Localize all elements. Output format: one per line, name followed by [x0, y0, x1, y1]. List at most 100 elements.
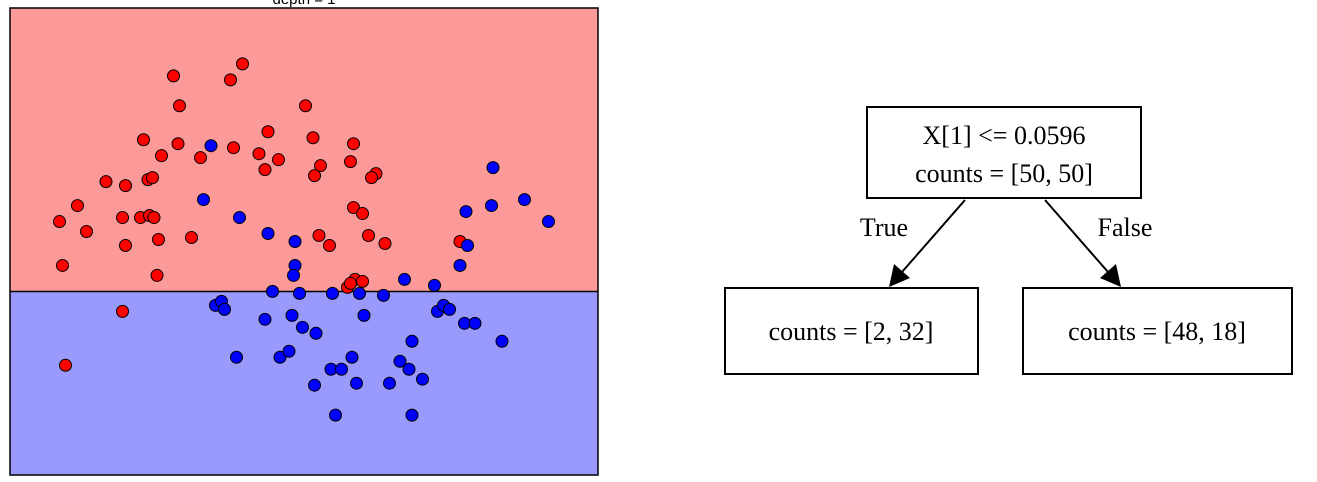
tree-edge — [901, 199, 966, 273]
point — [146, 171, 159, 185]
region — [10, 291, 598, 475]
point — [314, 159, 327, 173]
node-label: counts = [50, 50] — [915, 159, 1093, 188]
point — [287, 268, 300, 282]
point — [152, 233, 165, 247]
point — [459, 205, 473, 219]
point — [308, 378, 321, 392]
point — [353, 286, 366, 300]
point — [486, 161, 500, 175]
point — [119, 238, 132, 252]
point — [326, 286, 339, 300]
point — [273, 350, 287, 364]
point — [345, 350, 359, 364]
point — [443, 302, 456, 316]
point — [147, 211, 161, 225]
point — [344, 155, 357, 169]
point — [236, 57, 249, 71]
point — [309, 326, 323, 340]
point — [218, 302, 231, 316]
point — [356, 274, 369, 288]
point — [296, 320, 309, 334]
scatter-plot — [9, 7, 599, 476]
point — [59, 358, 72, 372]
point — [99, 175, 113, 189]
tree-node — [1022, 287, 1293, 375]
point — [261, 227, 275, 241]
point — [416, 372, 429, 386]
point — [393, 354, 407, 368]
point — [272, 153, 285, 167]
point — [137, 133, 150, 147]
arrowhead — [889, 264, 910, 287]
point — [116, 304, 129, 318]
tree-node — [724, 287, 979, 375]
point — [485, 199, 498, 213]
point — [288, 235, 302, 248]
point — [258, 312, 272, 326]
point — [323, 238, 336, 252]
point — [461, 238, 474, 252]
point — [518, 193, 531, 207]
point — [468, 316, 482, 330]
point — [293, 286, 306, 300]
point — [227, 141, 240, 155]
point — [171, 137, 185, 151]
point — [119, 179, 132, 193]
point — [335, 362, 348, 376]
arrowhead — [1100, 264, 1121, 287]
point — [428, 278, 441, 292]
point — [167, 69, 180, 83]
point — [405, 408, 419, 422]
point — [383, 376, 396, 390]
point — [378, 236, 392, 250]
node-label: counts = [48, 18] — [1068, 317, 1246, 346]
point — [495, 334, 509, 348]
point — [150, 268, 164, 282]
point — [258, 163, 272, 177]
point — [204, 139, 218, 153]
point — [282, 344, 296, 358]
point — [224, 73, 237, 87]
point — [402, 362, 416, 376]
point — [357, 308, 371, 322]
point — [365, 171, 378, 185]
point — [308, 169, 321, 183]
point — [398, 272, 411, 286]
tree-node — [866, 106, 1142, 199]
point — [344, 276, 357, 290]
point — [285, 308, 299, 322]
point — [80, 225, 93, 239]
point — [173, 99, 186, 113]
point — [405, 334, 419, 348]
point — [261, 125, 275, 139]
point — [299, 99, 312, 113]
point — [306, 131, 320, 145]
point — [542, 215, 555, 229]
point — [197, 193, 210, 207]
edge-label: True — [860, 213, 908, 242]
region — [10, 8, 598, 292]
point — [194, 151, 207, 165]
point — [56, 258, 69, 272]
point — [347, 201, 360, 215]
point — [116, 211, 129, 225]
point — [233, 211, 246, 225]
point — [155, 149, 168, 163]
point — [230, 350, 243, 364]
point — [362, 229, 375, 243]
point — [453, 258, 467, 272]
point — [252, 147, 266, 161]
point — [53, 215, 66, 229]
point — [71, 199, 84, 213]
point — [266, 284, 279, 298]
tree: X[1] <= 0.0596 counts = [50, 50] counts … — [724, 106, 1293, 375]
point — [350, 376, 363, 390]
plot-frame — [9, 7, 599, 476]
point — [356, 207, 369, 221]
tree-edge — [1044, 199, 1109, 273]
node-label: X[1] <= 0.0596 — [923, 121, 1086, 150]
node-label: counts = [2, 32] — [769, 317, 934, 346]
edge-label: False — [1098, 213, 1153, 242]
point — [377, 288, 390, 302]
